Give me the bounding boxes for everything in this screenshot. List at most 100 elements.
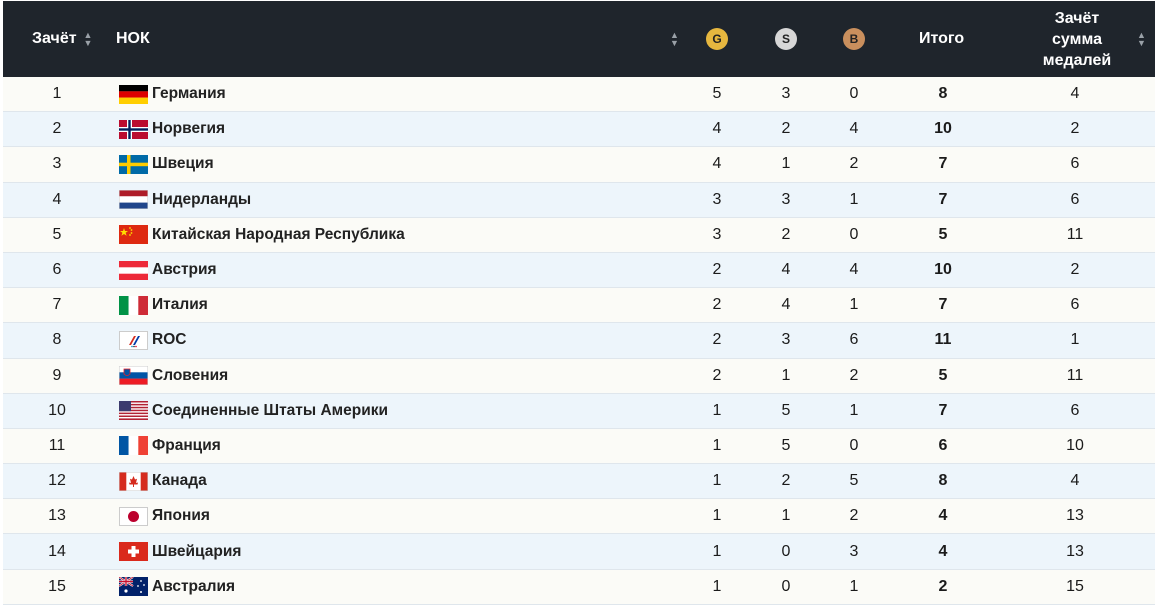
rank-by-total: 10 — [1066, 436, 1084, 454]
column-header-rank-by-total[interactable]: Зачёт сумма медалей — [1042, 9, 1112, 69]
column-header-noc[interactable]: НОК — [116, 1, 150, 77]
gold-count: 4 — [712, 155, 722, 173]
country-cell[interactable]: Франция — [119, 429, 221, 463]
flag-switzerland-icon — [119, 542, 148, 562]
column-header-rank[interactable]: Зачёт ▲ ▼ — [32, 1, 92, 77]
bronze-count: 0 — [849, 436, 859, 454]
rank-cell: 14 — [48, 542, 66, 560]
table-row[interactable]: 14 Швейцария 1 0 3 4 13 — [3, 534, 1155, 570]
rank-by-total: 13 — [1066, 507, 1084, 525]
country-cell[interactable]: Австралия — [119, 570, 235, 604]
country-name: Германия — [152, 85, 226, 103]
country-name: Нидерланды — [152, 190, 252, 208]
bronze-count: 1 — [849, 577, 859, 595]
rank-cell: 3 — [52, 155, 62, 173]
rank-cell: 8 — [52, 331, 62, 349]
table-row[interactable]: 12 Канада 1 2 5 8 4 — [3, 464, 1155, 500]
table-row[interactable]: 13 Япония 1 1 2 4 13 — [3, 499, 1155, 535]
silver-count: 0 — [781, 542, 791, 560]
total-count: 7 — [938, 155, 948, 173]
silver-count: 1 — [781, 366, 791, 384]
table-row[interactable]: 7 Италия 2 4 1 7 6 — [3, 288, 1155, 324]
table-row[interactable]: 9 Словения 2 1 2 5 11 — [3, 358, 1155, 394]
bronze-count: 0 — [849, 225, 859, 243]
country-cell[interactable]: Италия — [119, 288, 208, 322]
rank-cell: 11 — [48, 436, 66, 454]
column-header-total[interactable]: Итого — [919, 1, 964, 77]
total-count: 2 — [938, 577, 948, 595]
table-row[interactable]: 8 ROC 2 3 6 11 1 — [3, 323, 1155, 359]
bronze-count: 2 — [849, 366, 859, 384]
rank-cell: 4 — [52, 190, 62, 208]
country-cell[interactable]: Швеция — [119, 147, 214, 181]
noc-sort-icon[interactable]: ▲ ▼ — [670, 30, 679, 48]
country-cell[interactable]: Китайская Народная Республика — [119, 218, 405, 252]
bronze-count: 3 — [849, 542, 859, 560]
gold-count: 1 — [712, 472, 722, 490]
country-cell[interactable]: ROC — [119, 323, 186, 357]
bronze-medal-icon: B — [843, 28, 865, 50]
flag-china-icon — [119, 225, 148, 245]
table-row[interactable]: 11 Франция 1 5 0 6 10 — [3, 428, 1155, 465]
silver-count: 3 — [781, 331, 791, 349]
total-count: 6 — [938, 436, 948, 454]
rank-cell: 13 — [48, 507, 66, 525]
country-cell[interactable]: Швейцария — [119, 534, 241, 568]
column-header-gold[interactable]: G — [706, 1, 728, 77]
country-name: ROC — [152, 331, 187, 349]
flag-italy-icon — [119, 295, 148, 315]
rank-by-total: 6 — [1070, 401, 1080, 419]
bronze-count: 2 — [849, 155, 859, 173]
column-header-bronze[interactable]: B — [843, 1, 865, 77]
noc-header-label: НОК — [116, 30, 150, 47]
table-row[interactable]: 4 Нидерланды 3 3 1 7 6 — [3, 182, 1155, 218]
bronze-count: 2 — [849, 507, 859, 525]
table-row[interactable]: 15 Австралия 1 0 1 2 15 — [3, 569, 1155, 605]
country-cell[interactable]: Словения — [119, 359, 228, 393]
country-name: Китайская Народная Республика — [152, 225, 405, 243]
country-cell[interactable]: Норвегия — [119, 112, 225, 146]
country-cell[interactable]: Япония — [119, 499, 210, 533]
silver-count: 5 — [781, 436, 791, 454]
column-header-silver[interactable]: S — [775, 1, 797, 77]
table-row[interactable]: 6 Австрия 2 4 4 10 2 — [3, 252, 1155, 289]
country-cell[interactable]: Соединенные Штаты Америки — [119, 394, 388, 428]
flag-france-icon — [119, 436, 148, 456]
silver-count: 3 — [781, 190, 791, 208]
total-header-label: Итого — [919, 30, 965, 47]
flag-slovenia-icon — [119, 366, 148, 386]
gold-count: 1 — [712, 436, 722, 454]
rank-cell: 12 — [48, 472, 66, 490]
rank-by-total: 6 — [1070, 155, 1080, 173]
gold-count: 3 — [712, 190, 722, 208]
flag-canada-icon — [119, 471, 148, 491]
gold-count: 2 — [712, 331, 722, 349]
table-row[interactable]: 3 Швеция 4 1 2 7 6 — [3, 147, 1155, 183]
gold-count: 1 — [712, 507, 722, 525]
country-cell[interactable]: Германия — [119, 77, 226, 111]
flag-australia-icon — [119, 577, 148, 597]
country-cell[interactable]: Канада — [119, 464, 207, 498]
country-name: Канада — [152, 472, 207, 490]
table-row[interactable]: 1 Германия 5 3 0 8 4 — [3, 77, 1155, 113]
country-cell[interactable]: Австрия — [119, 253, 217, 287]
rank-total-sort-icon[interactable]: ▲ ▼ — [1137, 30, 1146, 48]
bronze-count: 5 — [849, 472, 859, 490]
total-count: 10 — [934, 120, 952, 138]
total-count: 5 — [938, 366, 948, 384]
table-row[interactable]: 2 Норвегия 4 2 4 10 2 — [3, 112, 1155, 148]
silver-count: 4 — [781, 296, 791, 314]
total-count: 7 — [938, 401, 948, 419]
total-count: 4 — [938, 507, 948, 525]
country-cell[interactable]: Нидерланды — [119, 183, 251, 217]
bronze-count: 6 — [849, 331, 859, 349]
rank-by-total: 11 — [1066, 225, 1084, 243]
sort-icon[interactable]: ▲ ▼ — [83, 30, 93, 48]
table-row[interactable]: 10 Соединенные Штаты Америки 1 5 1 7 6 — [3, 393, 1155, 429]
total-count: 7 — [938, 296, 948, 314]
total-count: 8 — [938, 472, 948, 490]
table-body: 1 Германия 5 3 0 8 4 2 Норвегия 4 2 4 10 2 3 Швеция 4 1 2 7… — [3, 77, 1155, 605]
table-row[interactable]: 5 Китайская Народная Республика 3 2 0 5 11 — [3, 217, 1155, 253]
medal-table: Зачёт ▲ ▼ НОК ▲ ▼ G S B Итого Зачёт сумма … — [3, 1, 1155, 605]
bronze-count: 1 — [849, 296, 859, 314]
